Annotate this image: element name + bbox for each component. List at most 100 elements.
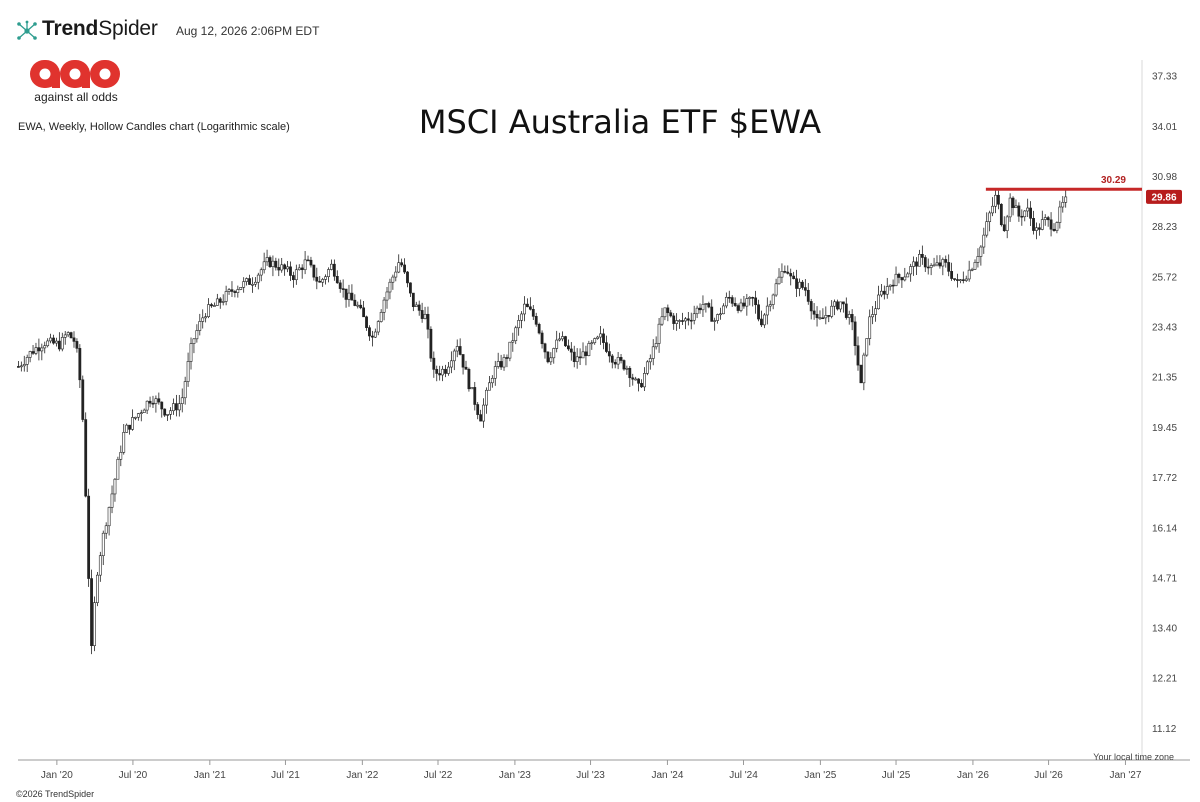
x-tick-label: Jan '20 <box>41 770 73 781</box>
y-tick-label: 19.45 <box>1152 423 1177 434</box>
x-tick-label: Jul '24 <box>729 770 758 781</box>
timezone-note: Your local time zone <box>1093 752 1174 762</box>
candle-body <box>891 284 895 287</box>
candle-body <box>716 314 719 321</box>
candle-body <box>163 408 167 416</box>
candle-body <box>566 345 570 350</box>
candle-body <box>950 271 954 279</box>
candle-body <box>836 301 839 310</box>
candle-body <box>221 301 225 303</box>
candle-body <box>19 365 23 368</box>
candle-body <box>786 271 790 274</box>
candle-body <box>988 212 992 222</box>
candle-body <box>912 261 915 267</box>
y-tick-label: 13.40 <box>1152 624 1177 635</box>
candle-body <box>142 409 146 414</box>
candle-body <box>982 234 986 248</box>
candle-body <box>508 341 512 359</box>
candle-body <box>286 266 289 270</box>
candle-body <box>201 317 205 322</box>
candle-body <box>991 205 994 214</box>
candle-body <box>455 346 459 352</box>
candle-body <box>806 289 810 302</box>
x-tick-label: Jan '27 <box>1109 770 1141 781</box>
candle-body <box>347 292 351 300</box>
candle-body <box>733 303 737 306</box>
candle-body <box>292 275 295 281</box>
candle-body <box>961 279 965 281</box>
candle-body <box>777 276 781 285</box>
candle-body <box>210 304 213 307</box>
candle-body <box>578 356 582 359</box>
candle-body <box>224 291 228 302</box>
candle-body <box>865 338 869 356</box>
candle-body <box>218 298 222 303</box>
candle-body <box>707 303 711 308</box>
candle-body <box>101 532 105 556</box>
brand-name-rest: Spider <box>98 17 158 40</box>
candle-body <box>40 347 44 352</box>
resistance-level-group[interactable]: 30.29 29.86 <box>985 175 1182 204</box>
candle-body <box>935 262 939 266</box>
candle-body <box>619 357 623 361</box>
candle-body <box>572 351 576 362</box>
candle-body <box>783 271 787 273</box>
candle-body <box>678 320 681 322</box>
candles-group <box>17 188 1068 655</box>
candle-body <box>1011 197 1015 209</box>
candle-body <box>449 360 453 368</box>
resistance-label: 30.29 <box>1101 175 1126 186</box>
candle-body <box>338 282 342 289</box>
x-tick-label: Jan '21 <box>194 770 226 781</box>
candle-body <box>821 317 825 320</box>
candle-body <box>505 357 509 359</box>
y-tick-label: 37.33 <box>1152 72 1177 83</box>
candle-body <box>824 315 828 319</box>
candle-body <box>868 316 872 339</box>
candle-body <box>964 278 968 281</box>
candle-body <box>730 297 734 304</box>
candle-body <box>128 424 131 430</box>
candle-body <box>69 332 73 339</box>
candle-body <box>1014 205 1018 209</box>
candle-body <box>915 261 918 267</box>
candle-body <box>976 256 980 263</box>
candle-body <box>502 357 506 368</box>
y-tick-label: 11.12 <box>1152 724 1177 735</box>
candle-body <box>903 276 907 281</box>
chart-header: TrendSpider Aug 12, 2026 2:06PM EDT <box>0 0 1200 60</box>
candle-body <box>277 267 281 271</box>
candle-body <box>394 271 398 278</box>
candle-body <box>1043 217 1047 220</box>
candle-body <box>90 578 93 646</box>
candle-body <box>1002 224 1006 231</box>
candle-body <box>464 366 468 370</box>
candle-body <box>882 290 886 295</box>
candle-body <box>531 308 535 317</box>
y-tick-label: 34.01 <box>1152 122 1177 133</box>
candle-body <box>920 254 924 258</box>
candle-body <box>985 221 989 236</box>
candle-body <box>81 379 85 420</box>
candle-body <box>344 288 348 300</box>
against-all-odds-logo <box>30 60 120 88</box>
candle-body <box>136 413 140 418</box>
candle-body <box>803 287 807 291</box>
candle-body <box>368 327 371 337</box>
candle-body <box>564 336 567 347</box>
x-tick-label: Jul '23 <box>576 770 605 781</box>
candle-body <box>215 298 219 306</box>
x-tick-label: Jan '26 <box>957 770 989 781</box>
candle-body <box>944 259 948 263</box>
candle-body <box>391 276 395 283</box>
candle-body <box>467 369 471 390</box>
candle-body <box>470 387 474 390</box>
candle-body <box>929 265 933 268</box>
candle-body <box>792 275 796 280</box>
x-tick-label: Jan '22 <box>346 770 378 781</box>
last-price-label: 29.86 <box>1151 192 1176 203</box>
candle-body <box>771 294 775 305</box>
candle-body <box>874 308 877 315</box>
candle-body <box>760 318 763 326</box>
